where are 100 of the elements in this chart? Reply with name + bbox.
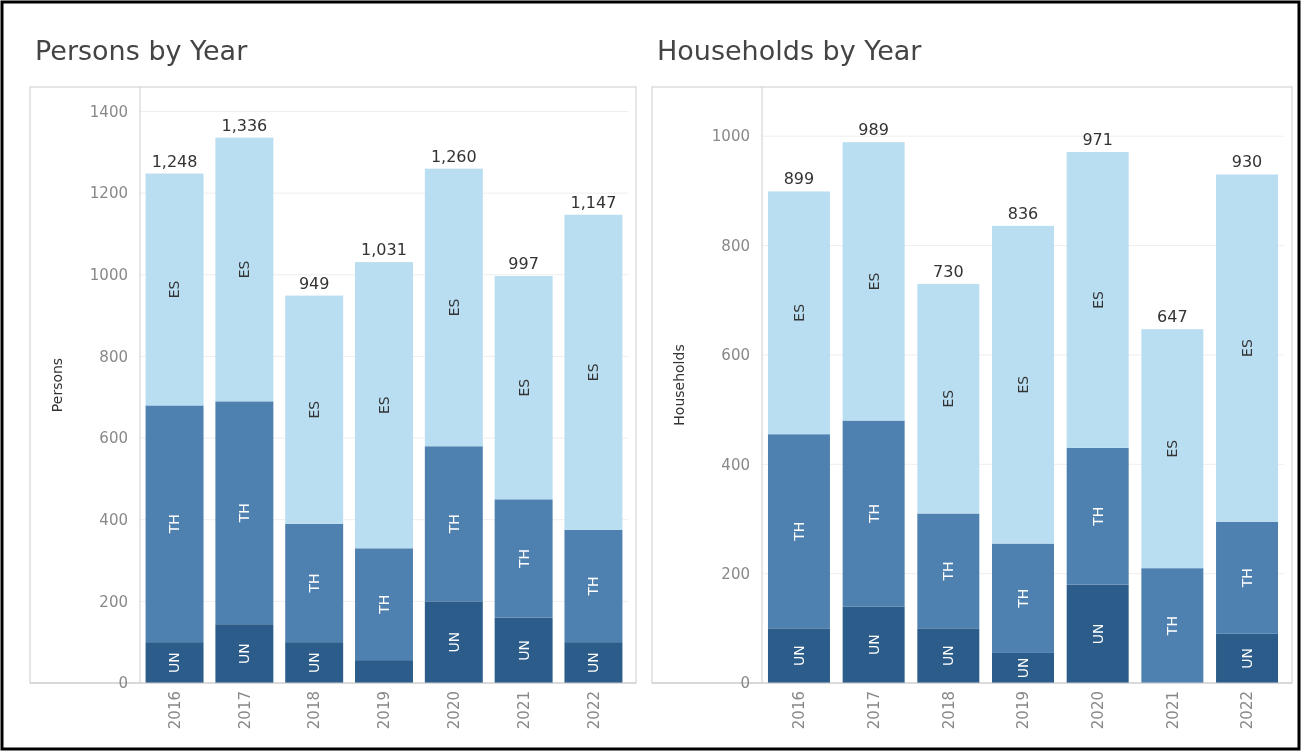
total-label: 899 — [783, 169, 815, 189]
bar — [917, 513, 980, 629]
y-tick-label: 800 — [99, 347, 128, 366]
bar — [1141, 568, 1204, 683]
bar — [494, 617, 553, 683]
text: UN — [1089, 623, 1106, 645]
y-tick-label: 200 — [721, 564, 750, 583]
text: UN — [1238, 648, 1255, 669]
x-tick-label: 2019 — [1014, 691, 1033, 730]
text: TH — [1164, 616, 1181, 636]
bar — [1066, 447, 1129, 585]
y-axis-title: Persons — [49, 357, 65, 413]
bar — [424, 601, 483, 683]
text: UN — [940, 645, 957, 667]
text: ES — [445, 298, 462, 317]
bar — [494, 276, 553, 500]
text: TH — [166, 514, 183, 534]
text: TH — [865, 503, 882, 524]
series-label: UN — [166, 652, 183, 673]
total-label: 1,147 — [570, 192, 617, 212]
text: ES — [585, 363, 602, 382]
bar — [1216, 633, 1279, 683]
text: ES — [236, 260, 253, 279]
y-tick-label: 600 — [721, 346, 750, 365]
text: TH — [445, 514, 462, 534]
bar — [494, 499, 553, 618]
text: ES — [1238, 339, 1255, 357]
series-label: ES — [515, 378, 532, 397]
y-tick-label: 400 — [721, 455, 750, 474]
total-label: 1,248 — [151, 151, 198, 171]
text: ES — [306, 400, 323, 419]
y-tick-label: 600 — [99, 429, 128, 448]
total-label: 1,260 — [430, 146, 477, 166]
text: UN — [585, 652, 602, 673]
x-tick-label: 2018 — [939, 691, 958, 730]
text: TH — [790, 521, 807, 541]
y-tick-label: 1000 — [89, 266, 128, 285]
text: UN — [445, 631, 462, 653]
y-tick-label: 1400 — [89, 102, 128, 121]
bar — [564, 214, 623, 530]
total-label: 997 — [508, 254, 539, 274]
text: ES — [1014, 375, 1031, 394]
bar — [145, 405, 204, 643]
bar — [285, 295, 344, 524]
total-label: 1,031 — [361, 240, 407, 260]
y-tick-label: 0 — [740, 674, 750, 693]
bar — [992, 652, 1054, 683]
text: TH — [1238, 568, 1255, 588]
series-label: ES — [1089, 291, 1106, 309]
x-tick-label: 2017 — [864, 691, 883, 730]
bar — [145, 173, 204, 406]
bar — [767, 434, 830, 629]
bar — [424, 446, 483, 602]
bar — [1216, 521, 1279, 634]
bar — [992, 543, 1054, 653]
x-tick-label: 2021 — [1163, 691, 1182, 730]
bar — [1216, 174, 1279, 522]
text: ES — [1164, 439, 1181, 458]
text: UN — [236, 643, 253, 664]
total-label: 989 — [858, 120, 889, 140]
text: ES — [940, 389, 957, 408]
y-tick-label: 1000 — [711, 127, 750, 146]
bar — [917, 628, 980, 683]
total-label: 949 — [298, 273, 330, 293]
bar — [564, 529, 623, 643]
y-tick-label: 1200 — [89, 184, 128, 203]
y-tick-label: 400 — [99, 510, 128, 529]
bar — [145, 642, 204, 683]
text: UN — [515, 639, 532, 661]
bar — [1066, 152, 1129, 448]
x-tick-label: 2017 — [235, 691, 254, 730]
bar — [285, 642, 344, 683]
x-tick-label: 2021 — [514, 691, 533, 730]
series-label: TH — [515, 548, 532, 570]
chart-title: Persons by Year — [35, 35, 249, 66]
text: UN — [790, 645, 807, 667]
text: TH — [940, 561, 957, 581]
bar — [215, 624, 274, 683]
total-label: 730 — [933, 261, 964, 281]
bar — [355, 262, 413, 549]
bar — [215, 137, 274, 402]
bar — [355, 548, 413, 661]
chart-title: Households by Year — [657, 35, 923, 66]
series-label: UN — [1014, 657, 1031, 679]
series-label: TH — [1089, 506, 1106, 527]
x-tick-label: 2020 — [445, 691, 464, 730]
y-tick-label: 800 — [721, 236, 750, 255]
text: ES — [865, 272, 882, 291]
text: TH — [236, 503, 253, 523]
x-tick-label: 2019 — [375, 691, 394, 730]
bar — [564, 642, 623, 683]
x-tick-label: 2020 — [1088, 691, 1107, 730]
bar — [842, 606, 905, 683]
text: ES — [375, 396, 392, 415]
y-axis-title: Households — [671, 344, 687, 426]
y-tick-label: 200 — [99, 592, 128, 611]
text: ES — [166, 280, 183, 299]
bar — [285, 523, 344, 643]
bar — [842, 142, 905, 421]
text: UN — [306, 652, 323, 673]
